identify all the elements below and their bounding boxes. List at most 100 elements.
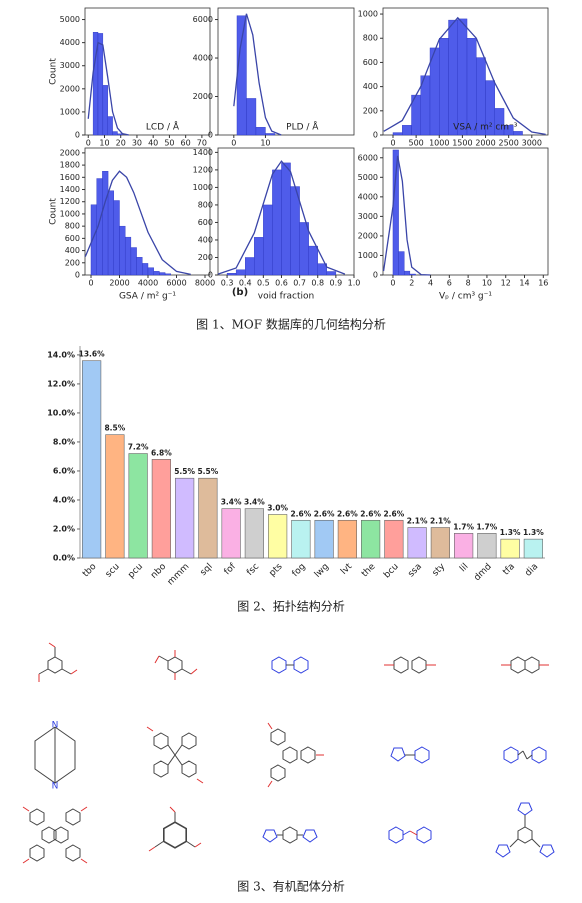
fit-curve xyxy=(382,155,431,276)
histogram-bar xyxy=(326,271,337,276)
y-tick-label: 5000 xyxy=(358,173,378,182)
fit-curve xyxy=(87,41,129,136)
histogram-bar xyxy=(112,131,118,136)
y-tick-label: 6000 xyxy=(358,153,378,162)
y-tick-label: 1200 xyxy=(60,197,80,206)
y-tick-label: 200 xyxy=(65,258,80,267)
y-tick-label: 1400 xyxy=(60,185,80,194)
fit-curve xyxy=(383,16,546,136)
data-label: 3.0% xyxy=(267,503,288,512)
data-label: 2.6% xyxy=(290,509,311,518)
x-tick-label: 50 xyxy=(164,139,174,148)
x-tick-label: dmd xyxy=(472,562,493,583)
y-tick-label: 4.0% xyxy=(53,495,75,504)
y-tick-label: 1400 xyxy=(193,148,213,157)
y-tick-label: 2.0% xyxy=(53,524,75,533)
x-tick-label: 14 xyxy=(519,279,529,288)
data-label: 1.7% xyxy=(476,522,497,531)
histogram-bar xyxy=(235,269,246,276)
caption: 图 2、拓扑结构分析 xyxy=(237,599,344,614)
x-tick-label: nbo xyxy=(149,561,168,580)
x-tick-label: 0.8 xyxy=(311,279,324,288)
y-tick-label: 2000 xyxy=(60,148,80,157)
data-label: 13.6% xyxy=(79,350,106,359)
fit-curve xyxy=(217,160,346,275)
x-tick-label: 4000 xyxy=(138,279,158,288)
histogram-bar xyxy=(439,38,449,136)
histogram-bar xyxy=(466,38,477,136)
x-tick-label: tfa xyxy=(501,562,517,578)
data-label: 3.4% xyxy=(244,498,265,507)
histogram-bar xyxy=(142,263,149,276)
y-tick-label: 400 xyxy=(363,82,378,91)
plot-frame xyxy=(382,147,549,276)
x-tick-label: 0 xyxy=(390,139,395,148)
histogram-bar xyxy=(159,272,166,276)
histogram-bar xyxy=(255,127,266,136)
x-tick-label: bcu xyxy=(382,562,401,581)
y-tick-label: 2000 xyxy=(60,84,80,93)
histogram-bar xyxy=(153,271,160,276)
x-tick-label: 10 xyxy=(260,139,270,148)
x-tick-label: 0 xyxy=(231,139,236,148)
histogram-bar xyxy=(147,267,154,276)
bar xyxy=(175,477,195,559)
histogram-bar xyxy=(392,149,399,276)
y-tick-label: 1600 xyxy=(60,173,80,182)
x-tick-label: 6000 xyxy=(166,279,186,288)
y-tick-label: 1000 xyxy=(60,107,80,116)
y-tick-label: 400 xyxy=(65,246,80,255)
data-label: 2.6% xyxy=(314,509,335,518)
x-tick-label: 12 xyxy=(501,279,511,288)
y-tick-label: 12.0% xyxy=(47,379,75,388)
data-label: 8.5% xyxy=(104,424,125,433)
fit-curve xyxy=(233,13,282,136)
bar xyxy=(523,538,543,559)
caption: 图 1、MOF 数据库的几何结构分析 xyxy=(196,317,386,332)
y-tick-label: 3000 xyxy=(358,212,378,221)
x-tick-label: fof xyxy=(223,561,239,577)
bar xyxy=(500,538,520,559)
plot-frame xyxy=(217,7,355,136)
x-tick-label: 1.0 xyxy=(348,279,361,288)
data-label: 1.7% xyxy=(453,522,474,531)
bar xyxy=(82,360,102,559)
x-tick-label: 1000 xyxy=(429,139,449,148)
y-tick-label: 4000 xyxy=(193,54,213,63)
data-label: 6.8% xyxy=(151,448,172,457)
histogram-bar xyxy=(317,263,328,276)
x-tick-label: 0.5 xyxy=(257,279,270,288)
histogram-bar xyxy=(272,169,282,276)
y-tick-label: 600 xyxy=(65,234,80,243)
x-tick-label: pcu xyxy=(126,562,145,581)
y-tick-label: 14.0% xyxy=(47,350,75,359)
y-tick-label: 8.0% xyxy=(53,437,75,446)
y-tick-label: 0 xyxy=(373,271,378,280)
y-tick-label: 6.0% xyxy=(53,466,75,475)
x-tick-label: dia xyxy=(523,562,540,579)
bar xyxy=(244,508,264,559)
bar xyxy=(221,508,241,559)
histogram-bar xyxy=(494,108,505,136)
y-tick-label: 800 xyxy=(363,34,378,43)
histogram-bar xyxy=(513,131,523,136)
histogram-bar xyxy=(265,133,276,136)
x-tick-label: 0.7 xyxy=(293,279,306,288)
y-tick-label: 1000 xyxy=(358,251,378,260)
y-tick-label: 1200 xyxy=(193,165,213,174)
histogram-bar xyxy=(119,225,126,276)
histogram-bar xyxy=(107,190,114,276)
x-axis-label: LCD / Å xyxy=(146,121,180,133)
y-tick-label: 1000 xyxy=(358,10,378,19)
x-tick-label: sql xyxy=(199,562,215,578)
x-tick-label: fog xyxy=(291,562,308,579)
histogram-bar xyxy=(124,236,132,276)
histogram-bar xyxy=(246,98,257,136)
bar xyxy=(361,519,381,559)
x-tick-label: 2000 xyxy=(109,279,129,288)
svg-text:N: N xyxy=(52,782,59,792)
data-label: 2.6% xyxy=(337,509,358,518)
histogram-bar xyxy=(117,133,123,136)
y-tick-label: 0 xyxy=(208,131,213,140)
histogram-bar xyxy=(136,257,143,276)
